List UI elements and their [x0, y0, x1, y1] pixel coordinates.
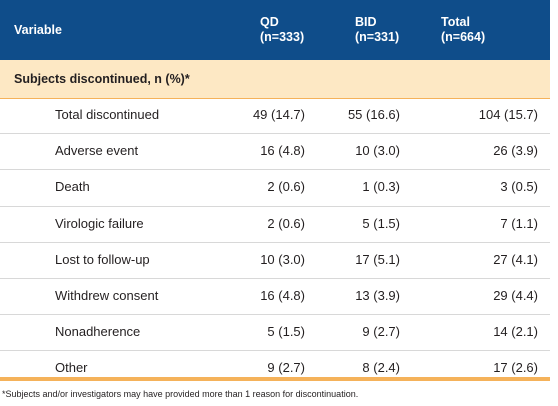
cell-bid: 9 (2.7)	[362, 324, 400, 340]
table-row: Nonadherence 5 (1.5) 9 (2.7) 14 (2.1)	[0, 315, 550, 352]
cell-qd: 2 (0.6)	[267, 179, 305, 195]
cell-bid: 1 (0.3)	[362, 179, 400, 195]
cell-total: 29 (4.4)	[493, 287, 538, 303]
row-label: Nonadherence	[55, 324, 141, 340]
row-label: Virologic failure	[55, 215, 144, 231]
table-row: Virologic failure 2 (0.6) 5 (1.5) 7 (1.1…	[0, 207, 550, 243]
cell-bid: 17 (5.1)	[355, 251, 400, 267]
table-row: Death 2 (0.6) 1 (0.3) 3 (0.5)	[0, 170, 550, 207]
table-row: Adverse event 16 (4.8) 10 (3.0) 26 (3.9)	[0, 134, 550, 171]
table-row: Lost to follow-up 10 (3.0) 17 (5.1) 27 (…	[0, 243, 550, 279]
cell-qd: 9 (2.7)	[267, 360, 305, 376]
cell-bid: 10 (3.0)	[355, 143, 400, 159]
cell-qd: 16 (4.8)	[260, 287, 305, 303]
row-label: Adverse event	[55, 143, 139, 159]
row-label: Other	[55, 360, 88, 376]
cell-qd: 2 (0.6)	[267, 215, 305, 231]
cell-qd: 10 (3.0)	[260, 251, 305, 267]
table-bottom-rule	[0, 377, 550, 381]
cell-total: 3 (0.5)	[500, 179, 538, 195]
row-label: Withdrew consent	[55, 287, 159, 303]
cell-total: 26 (3.9)	[493, 143, 538, 159]
cell-total: 17 (2.6)	[493, 360, 538, 376]
cell-qd: 5 (1.5)	[267, 324, 305, 340]
footnote: *Subjects and/or investigators may have …	[2, 389, 359, 399]
section-title: Subjects discontinued, n (%)*	[14, 72, 190, 86]
cell-total: 104 (15.7)	[478, 107, 538, 122]
header-variable: Variable	[14, 23, 62, 37]
header-qd: QD (n=333)	[260, 15, 305, 44]
section-subjects-discontinued: Subjects discontinued, n (%)*	[0, 60, 550, 99]
table-row: Other 9 (2.7) 8 (2.4) 17 (2.6)	[0, 351, 550, 386]
cell-bid: 5 (1.5)	[362, 215, 400, 231]
cell-qd: 16 (4.8)	[260, 143, 305, 159]
row-label: Death	[55, 179, 90, 195]
cell-bid: 8 (2.4)	[362, 360, 400, 376]
row-label: Lost to follow-up	[55, 251, 150, 267]
cell-total: 7 (1.1)	[500, 215, 538, 231]
cell-bid: 13 (3.9)	[355, 287, 400, 303]
table-row: Withdrew consent 16 (4.8) 13 (3.9) 29 (4…	[0, 279, 550, 316]
cell-qd: 49 (14.7)	[252, 107, 305, 122]
table-row: Total discontinued 49 (14.7) 55 (16.6) 1…	[0, 98, 550, 135]
table-body: Total discontinued 49 (14.7) 55 (16.6) 1…	[0, 98, 550, 387]
row-label: Total discontinued	[55, 107, 160, 122]
cell-bid: 55 (16.6)	[347, 107, 400, 122]
cell-total: 27 (4.1)	[493, 251, 538, 267]
header-total: Total (n=664)	[441, 15, 486, 44]
cell-total: 14 (2.1)	[493, 324, 538, 340]
header-bid: BID (n=331)	[355, 15, 400, 44]
table-header: Variable QD (n=333) BID (n=331) Total (n…	[0, 0, 550, 60]
